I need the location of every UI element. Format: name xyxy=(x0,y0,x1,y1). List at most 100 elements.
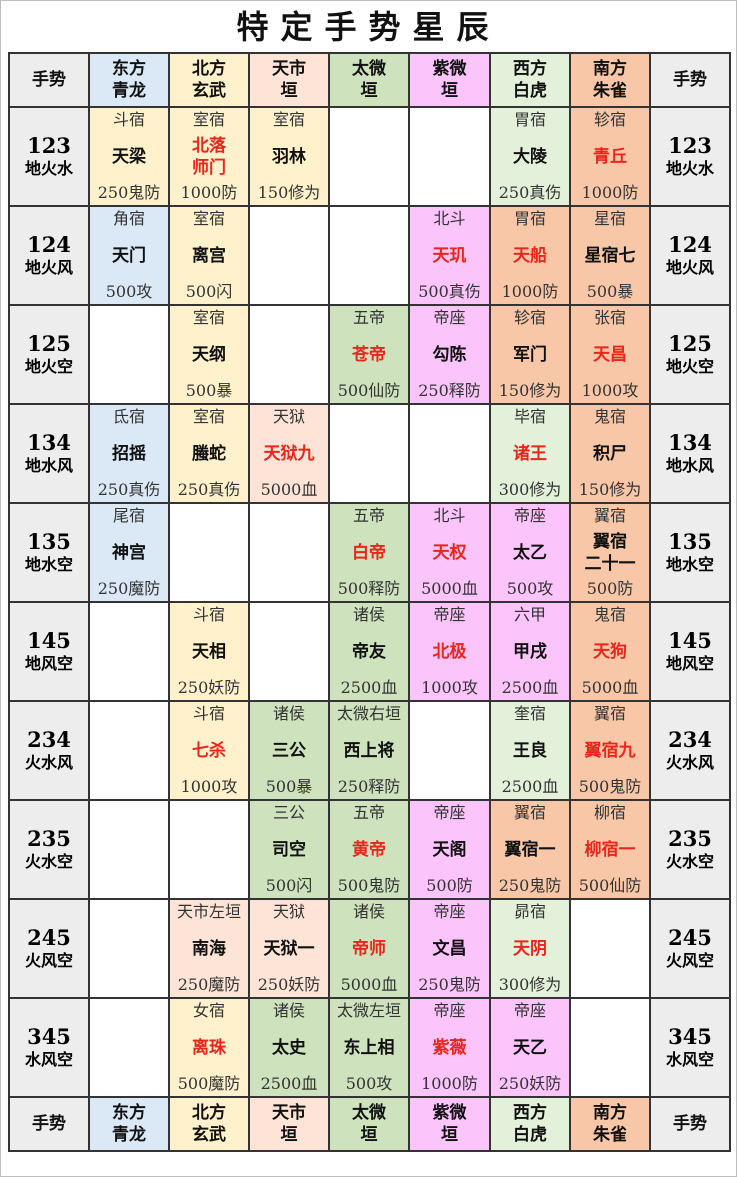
star-category: 北斗 xyxy=(433,209,466,228)
star-category: 柳宿 xyxy=(593,803,626,822)
gesture-number: 234 xyxy=(27,726,71,752)
star-name: 军门 xyxy=(492,344,568,366)
star-name: 招摇 xyxy=(91,443,167,465)
star-name: 翼宿 二十一 xyxy=(572,531,648,575)
star-cell: 室宿 天纲 500暴 xyxy=(168,304,250,405)
column-header: 太微垣 xyxy=(328,52,410,108)
empty-cell xyxy=(88,799,170,900)
gesture-number: 245 xyxy=(27,924,71,950)
star-name-line: 青丘 xyxy=(593,146,627,167)
gesture-number: 134 xyxy=(27,429,71,455)
star-bonus: 500闪 xyxy=(185,282,233,301)
star-cell-content: 帝座 北极 1000攻 xyxy=(411,604,488,699)
star-category: 翼宿 xyxy=(593,704,626,723)
empty-cell xyxy=(328,403,410,504)
star-name-line: 招摇 xyxy=(112,443,146,464)
star-cell: 女宿 离珠 500魔防 xyxy=(168,997,250,1098)
column-header-line1: 天市 xyxy=(272,1103,306,1123)
empty-cell xyxy=(248,502,330,603)
empty-cell xyxy=(88,898,170,999)
star-name: 天阴 xyxy=(492,938,568,960)
star-cell-content: 斗宿 七杀 1000攻 xyxy=(171,703,247,798)
gesture-number: 123 xyxy=(668,132,712,158)
gesture-row: 124 地火风 角宿 天门 500攻 室宿 离宫 500闪 北斗 天玑 500真伤 胃宿 天船 1000防… xyxy=(8,205,731,306)
gesture-cell: 235 火水空 xyxy=(8,799,90,900)
star-cell: 帝座 天阁 500防 xyxy=(408,799,491,900)
column-header: 东方 青龙 xyxy=(88,52,170,108)
star-bonus: 5000血 xyxy=(340,975,398,994)
empty-cell xyxy=(248,304,330,405)
star-cell: 斗宿 天相 250妖防 xyxy=(168,601,250,702)
star-name-line: 天阴 xyxy=(513,938,547,959)
star-cell: 翼宿 翼宿 二十一 500防 xyxy=(569,502,651,603)
star-bonus: 250鬼防 xyxy=(498,876,562,895)
column-header-line2: 垣 xyxy=(360,1125,378,1145)
gesture-elements: 地火空 xyxy=(665,356,714,376)
star-cell: 五帝 黄帝 500鬼防 xyxy=(328,799,410,900)
star-bonus: 250释防 xyxy=(337,777,401,796)
header-row-top: 手势 东方 青龙 北方 玄武 天市垣太微垣紫微垣西方 白虎 南方 朱雀 手势 xyxy=(8,52,731,108)
column-header-line2: 白虎 xyxy=(513,1125,547,1145)
star-category: 胃宿 xyxy=(513,110,546,129)
star-cell-content: 天狱 天狱九 5000血 xyxy=(251,406,327,501)
star-bonus: 500魔防 xyxy=(177,1074,241,1093)
star-name-line: 天梁 xyxy=(112,146,146,167)
column-header-line2: 玄武 xyxy=(192,1125,226,1145)
star-cell: 毕宿 诸王 300修为 xyxy=(489,403,571,504)
column-header-line1: 西方 xyxy=(513,59,547,79)
star-name-line: 七杀 xyxy=(192,740,226,761)
empty-cell xyxy=(168,502,250,603)
star-cell-content: 毕宿 诸王 300修为 xyxy=(492,406,568,501)
gesture-row: 345 水风空 女宿 离珠 500魔防 诸侯 太史 2500血 太微左垣 东上相 500攻 帝座 紫薇 1… xyxy=(8,997,731,1098)
star-category: 三公 xyxy=(272,803,305,822)
gesture-elements: 水风空 xyxy=(665,1049,714,1069)
star-cell-content: 北斗 天权 5000血 xyxy=(411,505,488,600)
star-bonus: 250真伤 xyxy=(177,480,241,499)
gesture-header: 手势 xyxy=(8,1096,90,1152)
star-category: 奎宿 xyxy=(513,704,546,723)
star-cell-content: 帝座 文昌 250鬼防 xyxy=(411,901,488,996)
star-cell-content: 室宿螣蛇 250真伤 xyxy=(171,406,247,501)
gesture-cell: 245 火风空 xyxy=(649,898,731,999)
column-header: 西方 白虎 xyxy=(489,1096,571,1152)
star-cell: 昴宿 天阴 300修为 xyxy=(489,898,571,999)
gesture-elements: 火水风 xyxy=(665,752,714,772)
star-bonus: 1000攻 xyxy=(180,777,238,796)
star-bonus: 250鬼防 xyxy=(418,975,481,994)
star-category: 诸侯 xyxy=(352,902,385,921)
star-category: 帝座 xyxy=(513,506,546,525)
gesture-row: 235 火水空 三公 司空 500闪 五帝 黄帝 500鬼防 帝座 天阁 500防 翼宿 翼宿一 250鬼… xyxy=(8,799,731,900)
star-name: 积尸 xyxy=(572,443,648,465)
star-name: 勾陈 xyxy=(411,344,488,366)
star-category: 室宿 xyxy=(192,110,225,129)
star-category: 翼宿 xyxy=(593,506,626,525)
star-bonus: 2500血 xyxy=(501,678,559,697)
star-name-line: 天阁 xyxy=(432,839,467,860)
star-cell-content: 轸宿 青丘 1000防 xyxy=(572,109,648,204)
gesture-header: 手势 xyxy=(649,52,731,108)
gesture-number: 123 xyxy=(27,132,71,158)
star-category: 室宿 xyxy=(192,407,225,426)
column-header: 天市垣 xyxy=(248,1096,330,1152)
empty-cell xyxy=(408,403,491,504)
star-bonus: 1000防 xyxy=(180,183,238,202)
gesture-number: 345 xyxy=(27,1023,71,1049)
star-category: 北斗 xyxy=(433,506,466,525)
star-name-line: 螣蛇 xyxy=(192,443,226,464)
star-name: 天梁 xyxy=(91,146,167,168)
star-category: 诸侯 xyxy=(272,704,305,723)
star-cell-content: 翼宿 翼宿九 500鬼防 xyxy=(572,703,648,798)
star-bonus: 500鬼防 xyxy=(578,777,642,796)
star-cell: 室宿 羽林 150修为 xyxy=(248,106,330,207)
star-name: 天权 xyxy=(411,542,488,564)
star-cell-content: 女宿 离珠 500魔防 xyxy=(171,1000,247,1095)
star-bonus: 5000血 xyxy=(581,678,639,697)
star-bonus: 250鬼防 xyxy=(97,183,161,202)
column-header: 太微垣 xyxy=(328,1096,410,1152)
star-name: 苍帝 xyxy=(331,344,407,366)
column-header-line2: 青龙 xyxy=(112,1125,146,1145)
star-cell-content: 室宿 离宫 500闪 xyxy=(171,208,247,303)
star-category: 帝座 xyxy=(433,308,466,327)
star-bonus: 500鬼防 xyxy=(337,876,401,895)
column-header: 紫微垣 xyxy=(408,1096,491,1152)
